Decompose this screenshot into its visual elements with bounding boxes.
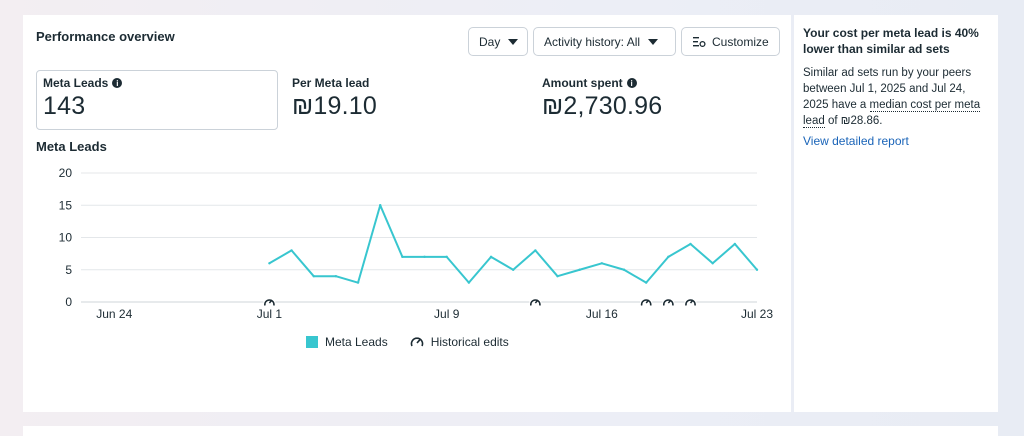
insight-body: Similar ad sets run by your peers betwee… [803, 65, 993, 129]
data-point [401, 255, 404, 259]
metric-label: Per Meta lead [292, 76, 370, 90]
customize-label: Customize [712, 34, 769, 49]
gauge-icon [640, 299, 652, 306]
gauge-needle [534, 299, 539, 304]
metric-value: ₪19.10 [292, 92, 377, 120]
x-tick-label: Jul 23 [741, 307, 773, 321]
activity-history-label: Activity history: All [544, 34, 641, 49]
performance-overview-card: Performance overview Day Activity histor… [23, 15, 791, 412]
data-point [755, 268, 759, 271]
y-tick-label: 15 [59, 198, 73, 212]
data-point [511, 268, 515, 271]
metric-value: 143 [43, 92, 86, 120]
x-tick-label: Jul 9 [434, 307, 460, 321]
next-card-edge [23, 426, 998, 436]
insight-body-text: Similar ad sets run by your peers betwee… [803, 67, 972, 111]
data-point [312, 275, 315, 278]
insight-panel: Your cost per meta lead is 40% lower tha… [794, 15, 998, 412]
data-point [467, 281, 471, 284]
legend-swatch [306, 336, 318, 348]
gauge-needle [268, 299, 273, 304]
chevron-down-icon [508, 38, 519, 45]
info-icon[interactable]: i [112, 78, 123, 88]
day-dropdown[interactable]: Day [468, 27, 528, 56]
metric-value: ₪2,730.96 [542, 92, 663, 120]
historical-edit-marker [684, 296, 697, 308]
data-point [379, 204, 382, 207]
gauge-needle [689, 299, 694, 304]
data-point [423, 255, 426, 259]
data-point [644, 281, 648, 284]
page-title: Performance overview [36, 29, 175, 44]
customize-columns-icon [693, 36, 706, 47]
metric-meta-leads[interactable]: Meta Leads i 143 [36, 70, 278, 130]
legend-label: Meta Leads [325, 335, 388, 349]
metric-amount-spent[interactable]: Amount spent i ₪2,730.96 [542, 70, 662, 121]
insight-headline: Your cost per meta lead is 40% lower tha… [803, 26, 979, 56]
x-tick-label: Jun 24 [96, 307, 132, 321]
data-point [733, 242, 737, 246]
historical-edit-marker [662, 296, 675, 308]
data-point [290, 249, 293, 252]
data-point [578, 268, 581, 271]
data-point [489, 255, 493, 259]
insight-body-end: of ₪28.86. [824, 115, 883, 127]
gauge-icon [685, 299, 696, 306]
historical-edit-marker [263, 296, 276, 308]
gauge-needle [645, 299, 650, 304]
legend-item-meta-leads[interactable]: Meta Leads [306, 335, 388, 349]
day-dropdown-label: Day [479, 34, 501, 49]
data-point [689, 242, 692, 246]
gauge-needle [667, 299, 672, 304]
view-detailed-report-link[interactable]: View detailed report [803, 134, 909, 148]
data-point [622, 268, 626, 271]
metric-label: Meta Leads [43, 76, 109, 90]
historical-edit-marker [640, 296, 653, 308]
data-point [356, 281, 360, 284]
data-point [268, 262, 271, 265]
x-tick-label: Jul 16 [586, 307, 618, 321]
data-point [445, 255, 448, 259]
data-point [334, 275, 338, 278]
gauge-icon [410, 337, 423, 347]
median-cost-term[interactable]: median cost per meta lead [803, 99, 981, 128]
legend-item-historical-edits[interactable]: Historical edits [410, 335, 509, 349]
y-tick-label: 5 [65, 263, 72, 277]
info-icon[interactable]: i [626, 78, 637, 88]
data-point [534, 249, 537, 252]
y-tick-label: 20 [59, 166, 73, 180]
series-line-meta-leads [268, 204, 758, 284]
metric-label: Amount spent [542, 76, 623, 90]
y-tick-label: 10 [59, 231, 73, 245]
gauge-icon [663, 299, 674, 306]
customize-button[interactable]: Customize [681, 27, 780, 56]
meta-leads-chart: 0 5 10 15 20 Jun 24 Jul 1 Jul 9 Jul 16 Jul 23 [59, 166, 774, 321]
gauge-icon [264, 299, 275, 306]
activity-history-dropdown[interactable]: Activity history: All [533, 27, 676, 56]
metric-per-meta-lead[interactable]: Per Meta lead ₪19.10 [292, 70, 377, 121]
data-point [556, 275, 559, 278]
gauge-icon [530, 299, 541, 306]
x-tick-label: Jul 1 [257, 307, 283, 321]
y-tick-label: 0 [65, 295, 72, 309]
historical-edit-marker [529, 296, 542, 308]
data-point [600, 262, 604, 265]
legend-label: Historical edits [430, 335, 509, 349]
data-point [711, 262, 714, 265]
data-point [667, 255, 670, 259]
chart-title: Meta Leads [36, 139, 107, 154]
chart-legend: Meta Leads Historical edits [306, 335, 509, 349]
chevron-down-icon [648, 38, 659, 45]
